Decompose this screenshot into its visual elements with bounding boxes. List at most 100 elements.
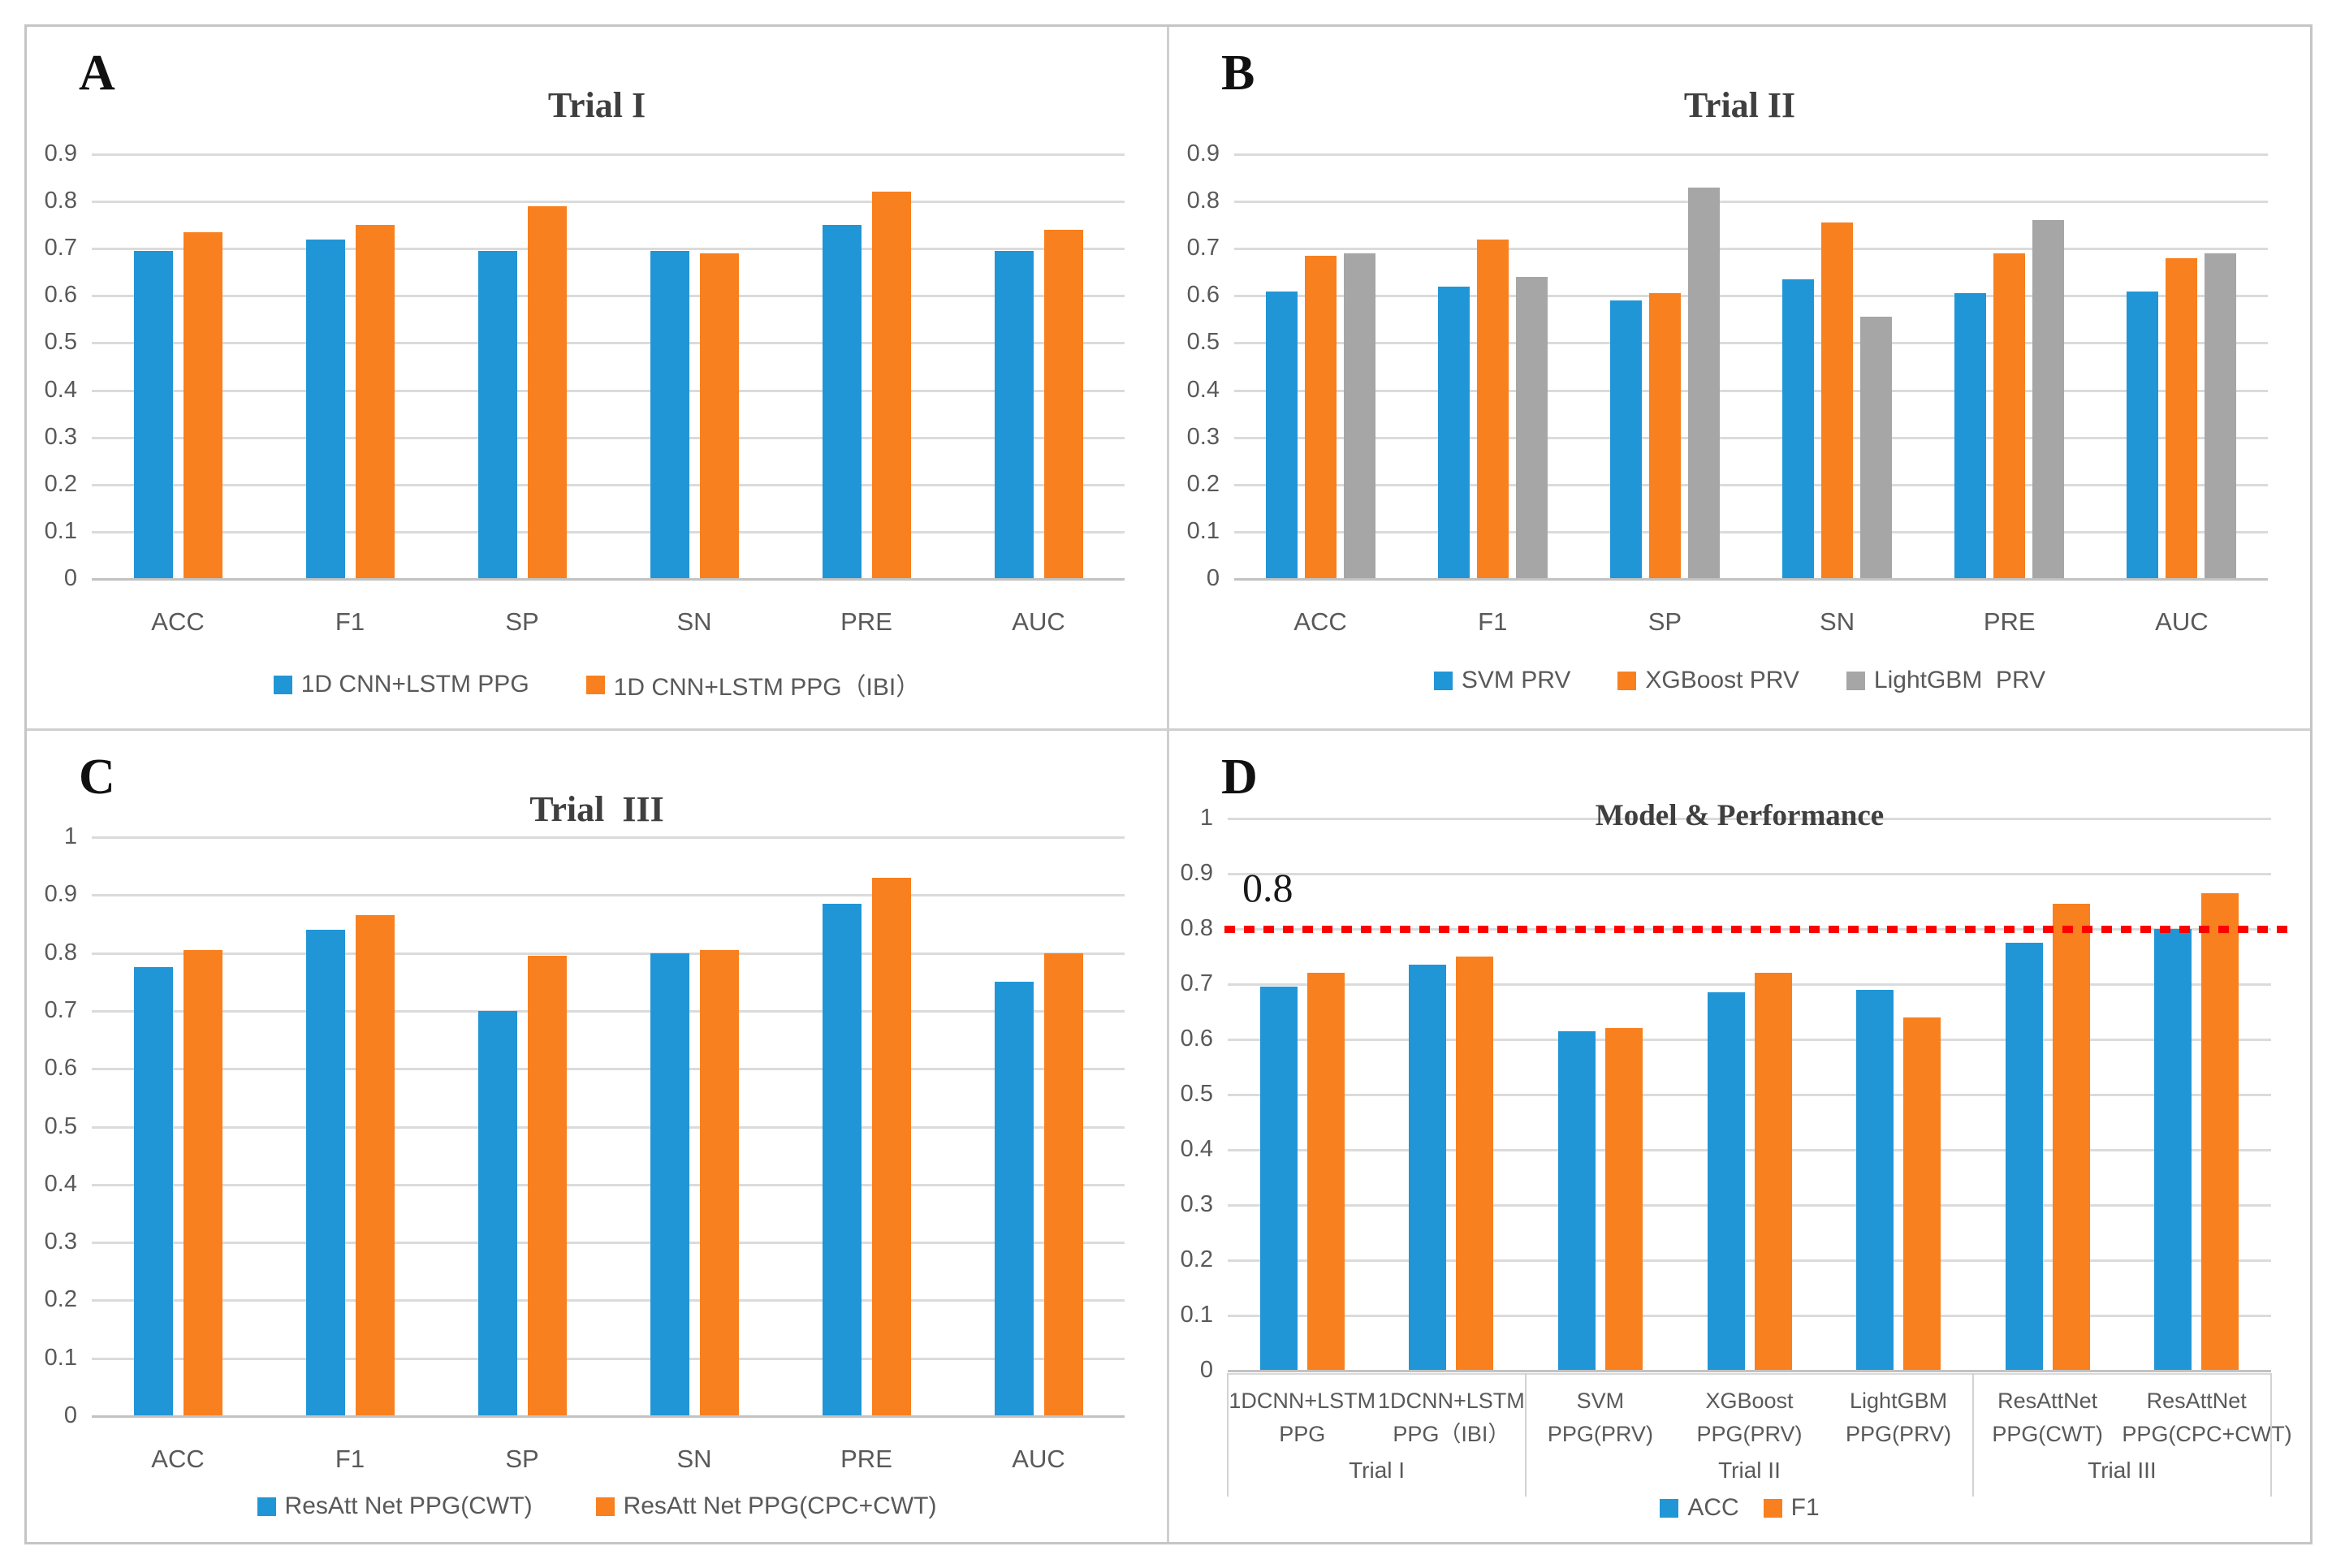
y-tick-label: 0.8 bbox=[44, 188, 77, 214]
gridline bbox=[92, 1242, 1125, 1245]
bar bbox=[133, 251, 173, 579]
y-tick-label: 0.9 bbox=[44, 881, 77, 908]
model-category-label: LightGBM PPG(PRV) bbox=[1846, 1389, 1952, 1446]
model-category-label: 1DCNN+LSTM PPG bbox=[1229, 1389, 1376, 1446]
category-axis-divider bbox=[1525, 1373, 1527, 1497]
legend: SVM PRV XGBoost PRV LightGBM PRV bbox=[1169, 667, 2310, 694]
bar bbox=[1306, 973, 1345, 1371]
bar bbox=[2127, 291, 2159, 579]
bar bbox=[2154, 929, 2192, 1371]
gridline bbox=[1228, 1094, 2271, 1096]
legend-item: SVM PRV bbox=[1433, 667, 1571, 694]
category-label: PRE bbox=[1983, 607, 2036, 636]
panel-title-trial-1: Trial I bbox=[547, 84, 646, 125]
threshold-dotted-line bbox=[1224, 926, 2295, 933]
gridline bbox=[92, 952, 1125, 955]
model-category-label: ResAttNet PPG(CWT) bbox=[1992, 1389, 2103, 1446]
bar bbox=[1265, 291, 1298, 579]
panel-title-trial-3: Trial III bbox=[529, 788, 664, 829]
bar bbox=[1259, 987, 1298, 1371]
bar bbox=[183, 950, 222, 1416]
bar bbox=[1476, 239, 1509, 579]
bar bbox=[477, 1010, 517, 1416]
gridline bbox=[92, 1009, 1125, 1013]
trial-group-label: Trial I bbox=[1349, 1458, 1406, 1483]
y-tick-label: 1 bbox=[1199, 805, 1213, 831]
y-tick-label: 0.7 bbox=[44, 235, 77, 261]
gridline bbox=[1228, 818, 2271, 820]
x-axis-line bbox=[92, 1415, 1125, 1418]
y-tick-label: 0.2 bbox=[44, 470, 77, 497]
gridline bbox=[92, 248, 1125, 251]
panel-letter-d: D bbox=[1221, 749, 1258, 805]
gridline bbox=[92, 894, 1125, 897]
bar bbox=[1515, 277, 1548, 579]
bar bbox=[699, 950, 739, 1416]
y-tick-label: 0 bbox=[1206, 565, 1220, 591]
bar bbox=[355, 225, 395, 579]
legend-item: ResAtt Net PPG(CPC+CWT) bbox=[595, 1492, 936, 1520]
panel-letter-b: B bbox=[1221, 45, 1255, 101]
gridline bbox=[1234, 201, 2268, 204]
bar bbox=[871, 877, 911, 1416]
y-tick-label: 0.9 bbox=[1186, 140, 1220, 166]
y-tick-label: 0.7 bbox=[1186, 235, 1220, 261]
bar bbox=[1043, 952, 1083, 1416]
legend-swatch-icon bbox=[1433, 671, 1453, 690]
bar bbox=[527, 956, 567, 1416]
category-axis-divider bbox=[2270, 1373, 2272, 1497]
bar bbox=[305, 239, 345, 579]
legend: ACC F1 bbox=[1169, 1494, 2310, 1522]
gridline bbox=[92, 836, 1125, 839]
bar bbox=[1707, 992, 1745, 1371]
y-tick-label: 0.5 bbox=[44, 1112, 77, 1139]
y-tick-label: 0.7 bbox=[1180, 970, 1213, 996]
y-tick-label: 0.3 bbox=[1186, 423, 1220, 450]
gridline bbox=[92, 436, 1125, 439]
gridline bbox=[1234, 436, 2268, 439]
gridline bbox=[92, 530, 1125, 533]
gridline bbox=[1234, 342, 2268, 345]
bar bbox=[1456, 957, 1494, 1371]
category-label: SN bbox=[1820, 607, 1855, 636]
bar bbox=[305, 930, 345, 1416]
category-label: ACC bbox=[151, 1445, 205, 1473]
legend-label: ACC bbox=[1687, 1494, 1739, 1521]
y-tick-label: 0.1 bbox=[44, 1344, 77, 1371]
y-tick-label: 0.1 bbox=[1180, 1302, 1213, 1328]
gridline bbox=[92, 153, 1125, 156]
gridline bbox=[1228, 1149, 2271, 1151]
legend-item: F1 bbox=[1763, 1494, 1820, 1522]
y-tick-label: 0.1 bbox=[44, 517, 77, 544]
bar bbox=[1343, 253, 1375, 579]
legend-label: XGBoost PRV bbox=[1645, 667, 1799, 693]
legend-label: 1D CNN+LSTM PPG bbox=[300, 671, 529, 698]
gridline bbox=[1234, 295, 2268, 298]
gridline bbox=[1234, 248, 2268, 251]
legend-label: SVM PRV bbox=[1461, 667, 1571, 693]
bar bbox=[2005, 943, 2043, 1371]
y-tick-label: 0.3 bbox=[44, 1229, 77, 1255]
panel-trial-1: A Trial I 0.9 0.8 0.7 0.6 0.5 0.4 0.3 0.2 0.1 0 AC… bbox=[27, 27, 1169, 731]
legend-swatch-icon bbox=[1846, 671, 1865, 690]
legend-label: LightGBM PRV bbox=[1873, 667, 2046, 693]
legend-item: ACC bbox=[1660, 1494, 1739, 1522]
legend: ResAtt Net PPG(CWT) ResAtt Net PPG(CPC+CW… bbox=[27, 1492, 1167, 1520]
y-tick-label: 0.2 bbox=[1186, 470, 1220, 497]
legend-swatch-icon bbox=[1617, 671, 1637, 690]
gridline bbox=[1234, 530, 2268, 533]
gridline bbox=[92, 342, 1125, 345]
trial-group-label: Trial II bbox=[1718, 1458, 1781, 1483]
legend: 1D CNN+LSTM PPG 1D CNN+LSTM PPG（IBI） bbox=[27, 667, 1167, 702]
panel-title-trial-2: Trial II bbox=[1683, 84, 1796, 125]
legend-swatch-icon bbox=[1660, 1498, 1679, 1518]
y-tick-label: 0.9 bbox=[1180, 860, 1213, 886]
category-label: AUC bbox=[1012, 1445, 1065, 1473]
bar bbox=[1903, 1017, 1941, 1371]
y-tick-label: 0.4 bbox=[44, 376, 77, 403]
legend-label: ResAtt Net PPG(CWT) bbox=[284, 1492, 533, 1519]
model-category-label: ResAttNet PPG(CPC+CWT) bbox=[2122, 1389, 2292, 1446]
gridline bbox=[92, 1068, 1125, 1071]
y-tick-label: 0 bbox=[63, 565, 77, 591]
panel-letter-a: A bbox=[79, 45, 115, 101]
